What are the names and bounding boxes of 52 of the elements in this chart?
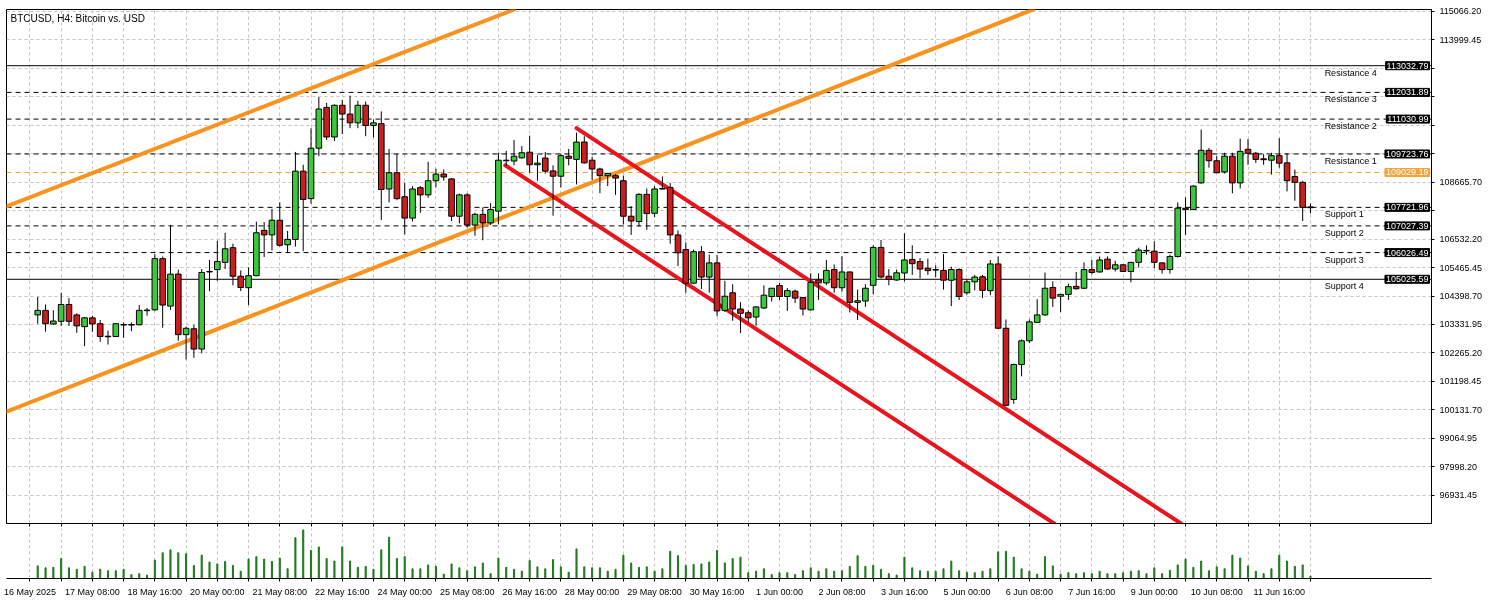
annotation: 112031.89 xyxy=(1386,87,1429,98)
chart-title: BTCUSD, H4: Bitcoin vs. USD xyxy=(10,12,145,24)
ref-line-label: Support 3 xyxy=(1324,254,1364,265)
y-tick-label: 106532.20 xyxy=(1439,234,1483,245)
x-tick-label: 7 Jun 16:00 xyxy=(1068,586,1116,597)
x-tick-label: 10 Jun 08:00 xyxy=(1190,586,1243,597)
y-tick-label: 97998.20 xyxy=(1439,461,1478,472)
x-tick-label: 25 May 08:00 xyxy=(439,586,495,597)
annotation: 109723.76 xyxy=(1385,148,1429,159)
annotation: 111030.99 xyxy=(1387,114,1429,125)
ref-line-label: Resistance 2 xyxy=(1324,121,1377,132)
annotation: 105025.59 xyxy=(1385,274,1429,285)
ref-line-label: Support 1 xyxy=(1324,209,1364,220)
y-tick-label: 104398.70 xyxy=(1439,291,1483,302)
x-tick-label: 6 Jun 08:00 xyxy=(1005,586,1053,597)
annotation: 107721.96 xyxy=(1385,202,1429,213)
x-tick-label: 21 May 08:00 xyxy=(252,586,308,597)
ref-line-label: Resistance 3 xyxy=(1324,94,1377,105)
x-tick-label: 1 Jun 00:00 xyxy=(755,586,804,597)
annotation: 113032.79 xyxy=(1386,60,1429,71)
x-tick-label: 2 Jun 08:00 xyxy=(818,586,866,597)
annotation: 109029.19 xyxy=(1385,167,1429,178)
x-tick-label: 11 Jun 16:00 xyxy=(1253,586,1305,597)
x-tick-label: 24 May 00:00 xyxy=(377,586,432,597)
y-tick-label: 108665.70 xyxy=(1439,177,1483,188)
y-tick-label: 101198.45 xyxy=(1439,376,1482,387)
x-tick-label: 9 Jun 00:00 xyxy=(1130,586,1178,597)
y-tick-label: 105465.45 xyxy=(1439,262,1483,273)
annotation: 107027.39 xyxy=(1385,220,1429,231)
ref-line-label: Support 2 xyxy=(1324,227,1364,238)
y-tick-label: 103331.95 xyxy=(1439,319,1483,330)
x-tick-label: 29 May 08:00 xyxy=(627,586,682,597)
x-tick-label: 5 Jun 00:00 xyxy=(943,586,991,597)
ref-line-label: Resistance 4 xyxy=(1324,67,1377,78)
x-tick-label: 3 Jun 16:00 xyxy=(880,586,928,597)
y-tick-label: 115066.20 xyxy=(1439,6,1482,17)
x-tick-label: 26 May 16:00 xyxy=(502,586,557,597)
x-tick-label: 22 May 16:00 xyxy=(314,586,370,597)
y-tick-label: 100131.70 xyxy=(1439,404,1483,415)
ref-line-label: Support 4 xyxy=(1324,281,1364,292)
x-tick-label: 17 May 08:00 xyxy=(65,586,120,597)
y-tick-label: 113999.45 xyxy=(1439,34,1482,45)
y-tick-label: 96931.45 xyxy=(1439,490,1478,501)
x-tick-label: 16 May 2025 xyxy=(3,586,56,597)
y-tick-label: 102265.20 xyxy=(1439,347,1483,358)
y-tick-label: 99064.95 xyxy=(1439,433,1478,444)
x-tick-label: 28 May 00:00 xyxy=(564,586,620,597)
ref-line-label: Resistance 1 xyxy=(1324,155,1377,166)
annotation: 106026.49 xyxy=(1385,247,1429,258)
x-tick-label: 20 May 00:00 xyxy=(190,586,245,597)
x-tick-label: 18 May 16:00 xyxy=(127,586,183,597)
x-tick-label: 30 May 16:00 xyxy=(689,586,745,597)
